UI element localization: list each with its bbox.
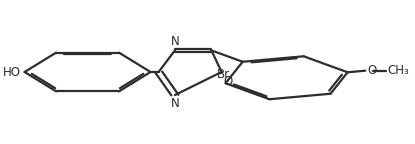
Text: Br: Br bbox=[217, 68, 230, 81]
Text: O: O bbox=[224, 75, 233, 88]
Text: N: N bbox=[171, 97, 179, 110]
Text: O: O bbox=[367, 64, 376, 77]
Text: N: N bbox=[171, 35, 179, 48]
Text: HO: HO bbox=[2, 66, 20, 78]
Text: CH₃: CH₃ bbox=[388, 64, 410, 77]
